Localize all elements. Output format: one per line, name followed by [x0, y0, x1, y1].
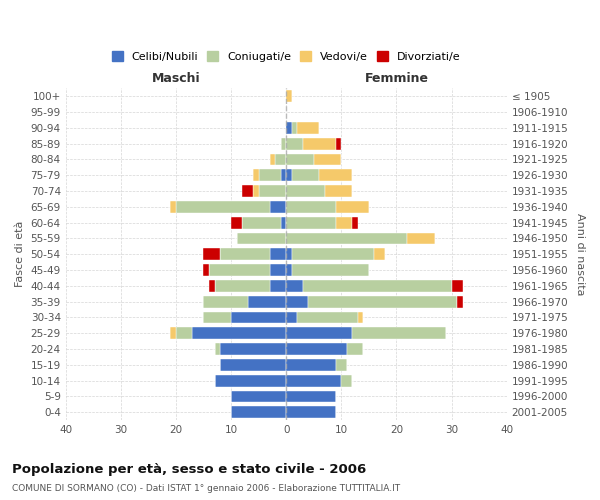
- Bar: [286, 343, 347, 355]
- Bar: [170, 201, 176, 213]
- Bar: [215, 343, 220, 355]
- Bar: [374, 248, 385, 260]
- Bar: [269, 264, 286, 276]
- Bar: [286, 216, 336, 228]
- Y-axis label: Anni di nascita: Anni di nascita: [575, 213, 585, 296]
- Bar: [193, 328, 286, 339]
- Bar: [253, 170, 259, 181]
- Bar: [292, 122, 297, 134]
- Bar: [292, 264, 369, 276]
- Bar: [297, 312, 358, 324]
- Bar: [303, 138, 336, 149]
- Bar: [286, 328, 352, 339]
- Bar: [286, 170, 292, 181]
- Bar: [248, 296, 286, 308]
- Bar: [352, 328, 446, 339]
- Bar: [297, 122, 319, 134]
- Bar: [286, 90, 292, 102]
- Bar: [286, 296, 308, 308]
- Text: Femmine: Femmine: [364, 72, 428, 85]
- Bar: [325, 185, 352, 197]
- Bar: [281, 170, 286, 181]
- Bar: [341, 374, 352, 386]
- Bar: [452, 280, 463, 292]
- Bar: [407, 232, 435, 244]
- Bar: [281, 138, 286, 149]
- Bar: [314, 154, 341, 166]
- Bar: [286, 154, 314, 166]
- Bar: [242, 216, 281, 228]
- Bar: [286, 138, 303, 149]
- Bar: [308, 296, 457, 308]
- Bar: [319, 170, 352, 181]
- Bar: [286, 232, 407, 244]
- Bar: [286, 264, 292, 276]
- Bar: [220, 359, 286, 371]
- Bar: [259, 170, 281, 181]
- Bar: [259, 185, 286, 197]
- Bar: [170, 328, 176, 339]
- Bar: [286, 312, 297, 324]
- Bar: [292, 170, 319, 181]
- Bar: [231, 406, 286, 418]
- Bar: [231, 312, 286, 324]
- Bar: [215, 280, 269, 292]
- Bar: [336, 138, 341, 149]
- Y-axis label: Fasce di età: Fasce di età: [15, 221, 25, 288]
- Text: COMUNE DI SORMANO (CO) - Dati ISTAT 1° gennaio 2006 - Elaborazione TUTTITALIA.IT: COMUNE DI SORMANO (CO) - Dati ISTAT 1° g…: [12, 484, 400, 493]
- Bar: [286, 390, 336, 402]
- Bar: [286, 406, 336, 418]
- Bar: [215, 374, 286, 386]
- Bar: [336, 359, 347, 371]
- Bar: [286, 280, 303, 292]
- Text: Maschi: Maschi: [152, 72, 200, 85]
- Bar: [209, 264, 269, 276]
- Bar: [269, 280, 286, 292]
- Bar: [281, 216, 286, 228]
- Bar: [286, 122, 292, 134]
- Bar: [209, 280, 215, 292]
- Text: Popolazione per età, sesso e stato civile - 2006: Popolazione per età, sesso e stato civil…: [12, 462, 366, 475]
- Bar: [242, 185, 253, 197]
- Bar: [292, 248, 374, 260]
- Bar: [269, 248, 286, 260]
- Bar: [347, 343, 364, 355]
- Bar: [203, 312, 231, 324]
- Bar: [231, 216, 242, 228]
- Bar: [253, 185, 259, 197]
- Bar: [203, 248, 220, 260]
- Bar: [220, 343, 286, 355]
- Bar: [275, 154, 286, 166]
- Bar: [286, 374, 341, 386]
- Bar: [286, 248, 292, 260]
- Bar: [286, 185, 325, 197]
- Bar: [176, 201, 269, 213]
- Bar: [269, 154, 275, 166]
- Bar: [231, 390, 286, 402]
- Bar: [220, 248, 269, 260]
- Bar: [286, 201, 336, 213]
- Bar: [203, 296, 248, 308]
- Bar: [236, 232, 286, 244]
- Bar: [352, 216, 358, 228]
- Bar: [358, 312, 364, 324]
- Bar: [303, 280, 452, 292]
- Bar: [286, 359, 336, 371]
- Bar: [269, 201, 286, 213]
- Legend: Celibi/Nubili, Coniugati/e, Vedovi/e, Divorziati/e: Celibi/Nubili, Coniugati/e, Vedovi/e, Di…: [109, 48, 464, 65]
- Bar: [457, 296, 463, 308]
- Bar: [336, 216, 352, 228]
- Bar: [203, 264, 209, 276]
- Bar: [336, 201, 369, 213]
- Bar: [176, 328, 193, 339]
